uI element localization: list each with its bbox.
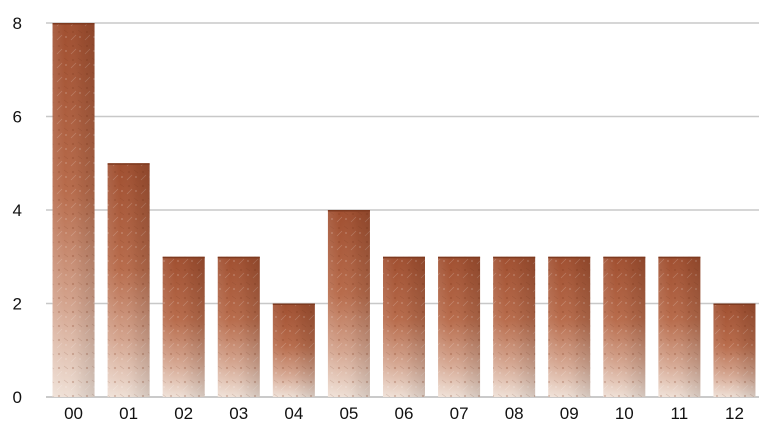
y-tick-label: 2 xyxy=(13,295,22,314)
bar-00 xyxy=(52,23,95,397)
bar-02 xyxy=(162,256,205,397)
x-tick-label: 00 xyxy=(64,404,83,423)
bar-10 xyxy=(603,256,646,397)
bar-12 xyxy=(713,303,756,397)
bar-09 xyxy=(548,256,591,397)
bar-01 xyxy=(107,163,150,397)
x-tick-label: 09 xyxy=(560,404,579,423)
x-tick-label: 11 xyxy=(671,404,689,423)
y-tick-label: 4 xyxy=(13,201,22,220)
bar-05 xyxy=(327,210,370,397)
x-tick-label: 04 xyxy=(284,404,303,423)
x-tick-label: 10 xyxy=(615,404,634,423)
y-axis: 0 2 4 6 8 xyxy=(13,14,22,407)
x-tick-label: 12 xyxy=(725,404,744,423)
x-tick-label: 08 xyxy=(505,404,524,423)
x-tick-label: 07 xyxy=(450,404,469,423)
x-tick-label: 03 xyxy=(229,404,248,423)
bar-04 xyxy=(272,303,315,397)
x-tick-label: 02 xyxy=(174,404,193,423)
bar-07 xyxy=(438,256,481,397)
x-axis: 00 01 02 03 04 05 06 07 08 09 10 11 12 xyxy=(64,404,744,423)
y-tick-label: 8 xyxy=(13,14,22,33)
bar-08 xyxy=(493,256,536,397)
x-tick-label: 05 xyxy=(339,404,358,423)
y-tick-label: 0 xyxy=(13,388,22,407)
x-tick-label: 06 xyxy=(395,404,414,423)
bar-03 xyxy=(217,256,260,397)
y-tick-label: 6 xyxy=(13,108,22,127)
bar-11 xyxy=(658,256,701,397)
bars xyxy=(52,23,756,397)
bar-06 xyxy=(383,256,425,397)
x-tick-label: 01 xyxy=(119,404,138,423)
